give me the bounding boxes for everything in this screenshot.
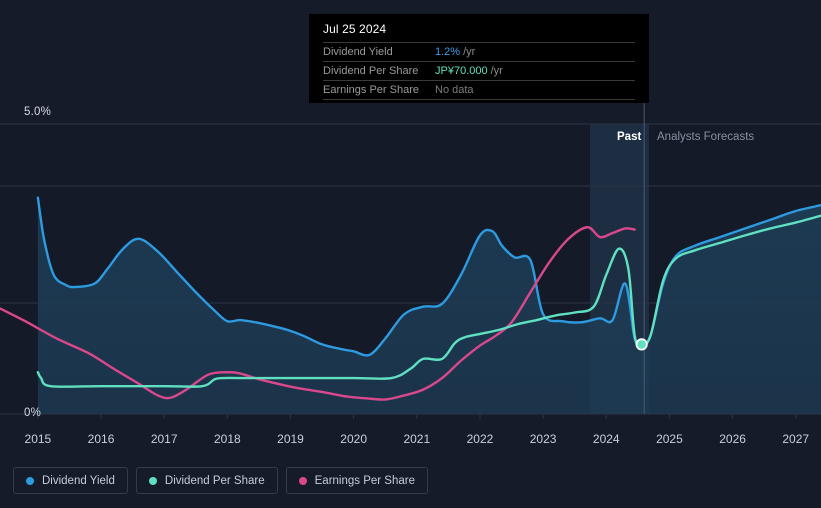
- tooltip-row-label: Dividend Yield: [323, 46, 393, 58]
- legend-item-dividend-per-share[interactable]: Dividend Per Share: [135, 467, 278, 494]
- legend-color-dot: [26, 476, 34, 485]
- x-axis-tick-2024: 2024: [592, 432, 620, 446]
- legend-item-label: Earnings Per Share: [314, 474, 415, 487]
- legend-color-dot: [298, 476, 307, 485]
- tooltip-rows: Dividend Yield 1.2%/yr Dividend Per Share J…: [323, 42, 635, 100]
- x-axis-tick-2027: 2027: [782, 432, 810, 446]
- tooltip-row-unit: /yr: [490, 65, 503, 77]
- tooltip-row-number: No data: [435, 84, 474, 96]
- x-axis-tick-2021: 2021: [403, 432, 431, 446]
- y-axis-label-top: 5.0%: [24, 106, 52, 118]
- x-axis-tick-2017: 2017: [150, 432, 178, 446]
- tooltip-date: Jul 25 2024: [323, 22, 387, 36]
- legend-item-earnings-per-share[interactable]: Earnings Per Share: [285, 467, 428, 494]
- x-axis-tick-2019: 2019: [277, 432, 304, 446]
- past-region-label: Past: [617, 131, 642, 143]
- tooltip-row-value: No data: [435, 84, 474, 96]
- tooltip-row-value: 1.2%/yr: [435, 46, 475, 58]
- tooltip-row-unit: /yr: [463, 46, 476, 58]
- tooltip-row: Dividend Per Share JP¥70.000/yr: [323, 61, 635, 80]
- legend-color-dot: [148, 476, 157, 485]
- x-axis-tick-2018: 2018: [213, 432, 241, 446]
- x-axis-tick-2026: 2026: [719, 432, 746, 446]
- forecast-region-label: Analysts Forecasts: [657, 131, 755, 143]
- legend-item-label: Dividend Yield: [42, 474, 115, 487]
- x-axis-tick-2016: 2016: [87, 432, 115, 446]
- chart-tooltip: Jul 25 2024 Dividend Yield 1.2%/yr Dividen…: [309, 14, 649, 103]
- x-axis-tick-2015: 2015: [24, 432, 52, 446]
- legend-item-dividend-yield[interactable]: Dividend Yield: [13, 467, 128, 494]
- y-axis-label-zero: 0%: [24, 407, 42, 419]
- tooltip-row-label: Dividend Per Share: [323, 65, 419, 77]
- x-axis-tick-2020: 2020: [340, 432, 368, 446]
- tooltip-row-value: JP¥70.000/yr: [435, 65, 503, 77]
- chart-legend: Dividend Yield Dividend Per Share Earnings…: [13, 467, 428, 494]
- tooltip-row: Earnings Per Share No data: [323, 80, 635, 100]
- legend-item-label: Dividend Per Share: [164, 474, 265, 487]
- x-axis-tick-2025: 2025: [656, 432, 683, 446]
- tooltip-row: Dividend Yield 1.2%/yr: [323, 42, 635, 61]
- tooltip-row-number: JP¥70.000: [435, 65, 488, 77]
- tooltip-row-number: 1.2%: [435, 46, 461, 58]
- x-axis-tick-2023: 2023: [529, 432, 557, 446]
- x-axis-tick-2022: 2022: [466, 432, 494, 446]
- tooltip-row-label: Earnings Per Share: [323, 84, 419, 96]
